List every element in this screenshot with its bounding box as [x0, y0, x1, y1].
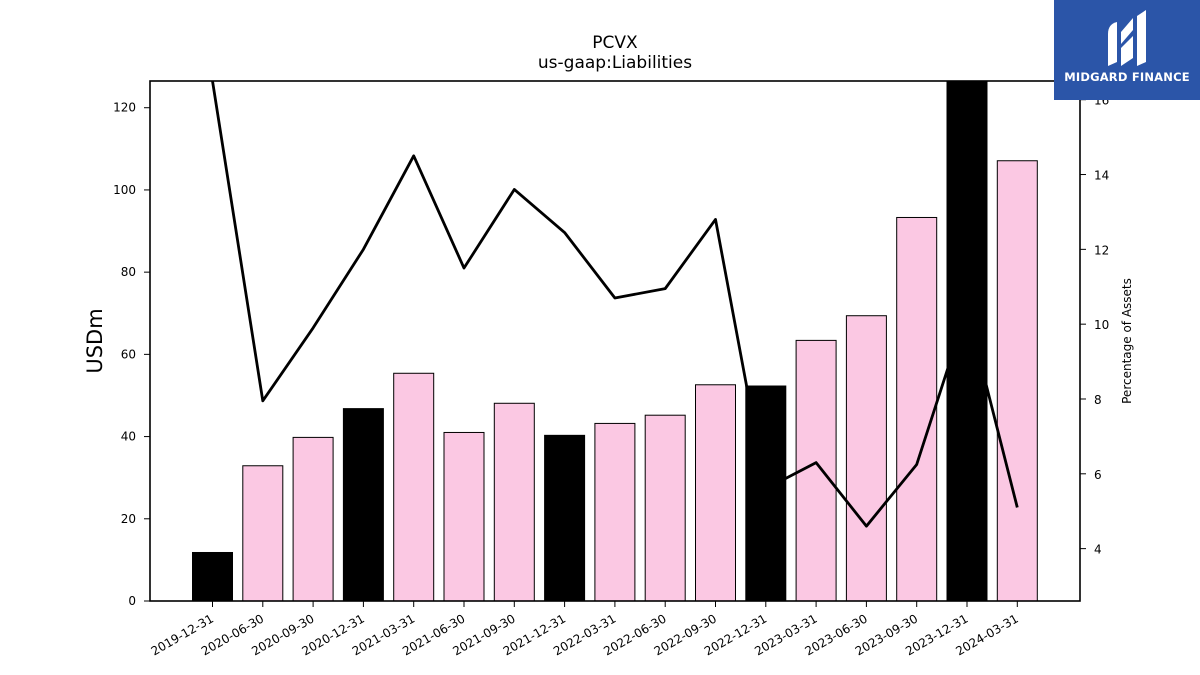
midgard-logo-icon [1108, 10, 1146, 66]
y-tick-label: 20 [121, 512, 136, 526]
y2-tick-label: 10 [1094, 318, 1109, 332]
bar [393, 372, 435, 602]
y2-axis-label: Percentage of Assets [1120, 278, 1134, 404]
y-tick-label: 120 [113, 101, 136, 115]
bar [594, 422, 636, 602]
y-tick-label: 40 [121, 430, 136, 444]
y-tick-label: 80 [121, 265, 136, 279]
y-tick-label: 0 [128, 594, 136, 608]
y2-tick-label: 4 [1094, 543, 1102, 557]
bar [192, 551, 233, 602]
bars [192, 80, 1038, 602]
bar [946, 80, 988, 602]
y-axis: 0 20 40 60 80 100 120 [113, 101, 150, 608]
y2-tick-label: 14 [1094, 169, 1109, 183]
bar [845, 315, 887, 602]
line-series [211, 81, 1019, 528]
line-path [211, 81, 1019, 528]
y-tick-label: 60 [121, 347, 136, 361]
bar [695, 384, 736, 602]
bar [544, 434, 586, 602]
bar [292, 436, 334, 602]
chart-subtitle: us-gaap:Liabilities [538, 53, 692, 73]
y2-tick-label: 6 [1094, 468, 1102, 482]
y2-tick-label: 8 [1094, 393, 1102, 407]
y-axis-label: USDm [83, 308, 107, 373]
logo-text: MIDGARD FINANCE [1064, 70, 1190, 84]
logo: MIDGARD FINANCE [1054, 0, 1200, 100]
bar [242, 465, 284, 602]
bar [996, 160, 1038, 602]
bar [896, 216, 938, 602]
y-tick-label: 100 [113, 183, 136, 197]
y2-tick-label: 12 [1094, 243, 1109, 257]
bar [342, 408, 384, 602]
bar [644, 414, 686, 602]
chart-title: PCVX [592, 33, 638, 53]
x-axis: 2019-12-312020-06-302020-09-302020-12-31… [149, 601, 1021, 658]
bar [443, 431, 485, 602]
bar [493, 402, 535, 602]
